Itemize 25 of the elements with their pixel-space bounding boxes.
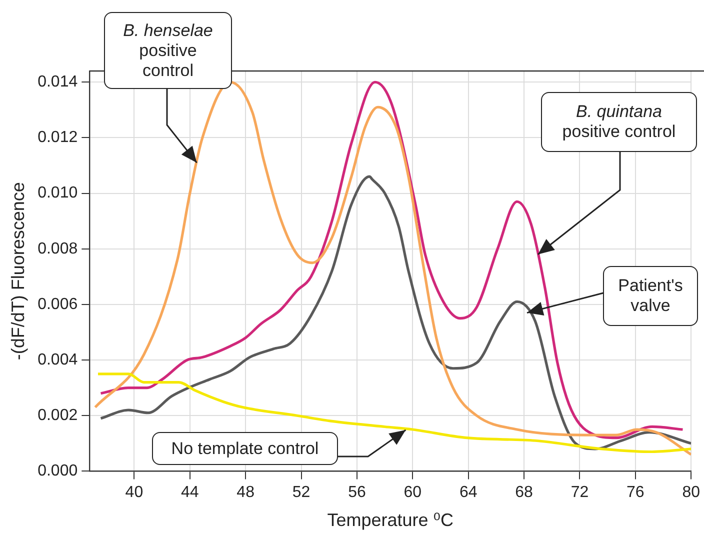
y-tick-label: 0.014 xyxy=(38,74,78,91)
x-tick-label: 64 xyxy=(459,484,478,502)
annotation: No template control xyxy=(171,438,319,458)
x-tick-label: 40 xyxy=(125,484,144,502)
x-axis-title: Temperature ⁰C xyxy=(327,510,454,530)
x-tick-label: 52 xyxy=(292,484,310,502)
y-axis-title: -(dF/dT) Fluorescence xyxy=(8,182,28,360)
x-tick-label: 76 xyxy=(626,484,644,502)
x-tick-label: 72 xyxy=(570,484,589,502)
x-tick-label: 80 xyxy=(682,484,700,502)
x-tick-label: 60 xyxy=(404,484,422,502)
x-tick-label: 48 xyxy=(236,484,255,502)
y-tick-label: 0.000 xyxy=(38,462,78,480)
x-tick-label: 56 xyxy=(348,484,366,502)
y-tick-label: 0.010 xyxy=(38,184,78,202)
y-tick-label: 0.002 xyxy=(38,407,78,424)
y-tick-label: 0.008 xyxy=(38,240,78,258)
annotation: B. quintana positive control xyxy=(562,102,676,142)
annotation: Patient's valve xyxy=(618,276,683,316)
y-tick-label: 0.012 xyxy=(38,129,78,146)
x-tick-label: 68 xyxy=(515,484,534,502)
x-tick-label: 44 xyxy=(180,484,199,502)
annotation: B. henselae positive control xyxy=(123,20,213,80)
y-tick-label: 0.004 xyxy=(38,351,78,368)
y-tick-label: 0.006 xyxy=(38,296,78,313)
